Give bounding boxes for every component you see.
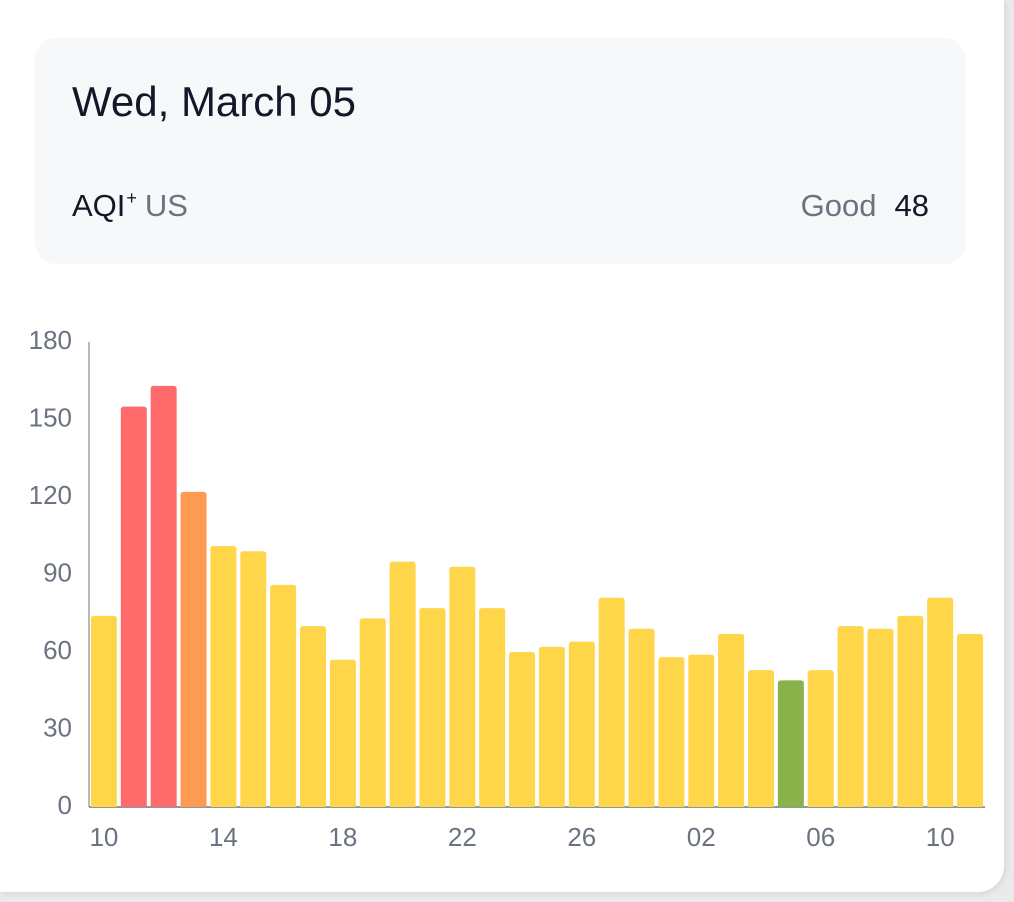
y-tick-label: 90 — [43, 557, 72, 587]
x-tick-label: 02 — [687, 822, 716, 852]
metric: AQI+ US — [72, 188, 188, 224]
metric-unit: US — [144, 188, 188, 223]
y-tick-label: 180 — [29, 325, 72, 355]
y-tick-label: 60 — [43, 635, 72, 665]
bar — [748, 670, 774, 807]
bar — [927, 597, 954, 807]
y-tick-label: 30 — [43, 712, 72, 742]
bar — [897, 615, 924, 807]
bar — [718, 633, 745, 807]
date-title: Wed, March 05 — [72, 78, 357, 125]
bar — [867, 628, 894, 807]
bar — [210, 546, 237, 807]
bar — [389, 561, 416, 807]
bar — [568, 641, 595, 807]
bar — [538, 646, 565, 807]
bar — [807, 670, 834, 807]
metric-sup: + — [126, 188, 137, 208]
bar — [658, 657, 685, 807]
bar — [777, 680, 804, 807]
bar — [628, 628, 655, 807]
aqi-status: Good — [800, 188, 877, 223]
y-tick-label: 150 — [29, 402, 72, 432]
bar — [90, 615, 117, 807]
x-tick-label: 14 — [209, 822, 238, 852]
bar — [598, 597, 625, 807]
bar — [957, 633, 984, 807]
metric-name: AQI — [72, 188, 126, 223]
x-tick-label: 10 — [926, 822, 955, 852]
bar — [300, 626, 326, 807]
bar — [180, 491, 207, 807]
bar — [240, 551, 267, 807]
y-tick-label: 0 — [58, 790, 72, 820]
bar — [150, 385, 177, 807]
bar — [509, 652, 536, 807]
y-tick-label: 120 — [29, 480, 72, 510]
bar — [449, 566, 476, 807]
bar — [120, 406, 147, 807]
bar — [419, 608, 446, 807]
bar — [329, 659, 356, 807]
bar — [479, 608, 506, 807]
x-tick-label: 22 — [448, 822, 477, 852]
bar — [837, 626, 864, 807]
bar — [688, 654, 715, 807]
summary-card: Wed, March 05 AQI+ US Good 48 — [35, 38, 966, 264]
bar — [270, 584, 297, 807]
aqi-reading: Good 48 — [801, 188, 929, 224]
bar — [359, 618, 386, 807]
aqi-value: 48 — [894, 188, 929, 223]
x-tick-label: 06 — [806, 822, 835, 852]
x-tick-label: 26 — [567, 822, 596, 852]
x-tick-label: 18 — [328, 822, 357, 852]
x-tick-label: 10 — [89, 822, 118, 852]
